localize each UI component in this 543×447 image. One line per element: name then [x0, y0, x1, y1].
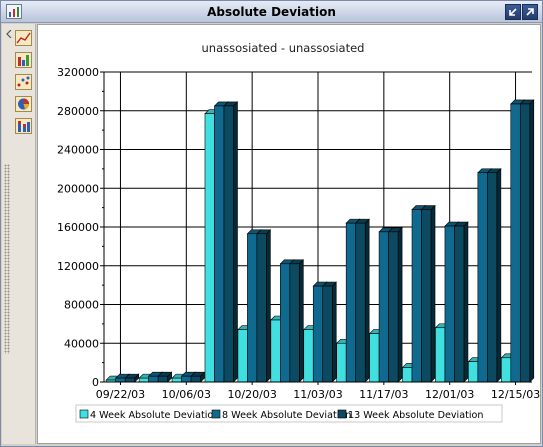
bar-2 — [444, 225, 455, 383]
y-tick-label: 280000 — [57, 105, 99, 118]
bar-1 — [303, 329, 314, 383]
bar-side — [496, 168, 502, 383]
scatter-chart-button[interactable] — [15, 74, 32, 90]
legend-label: 4 Week Absolute Deviation — [90, 410, 219, 421]
y-tick-label: 320000 — [57, 66, 99, 79]
bar-2 — [477, 172, 488, 383]
legend-label: 13 Week Absolute Deviation — [348, 410, 483, 421]
restore-button[interactable] — [505, 4, 521, 20]
bar-side — [299, 259, 304, 383]
bar-3 — [322, 285, 333, 383]
y-tick-label: 0 — [92, 376, 99, 389]
x-tick-label: 09/22/03 — [96, 388, 145, 401]
stacked-bar-chart-icon — [15, 118, 32, 134]
bar-3 — [157, 375, 168, 383]
bar-side — [233, 101, 238, 383]
maximize-arrow-icon — [526, 8, 534, 16]
legend-swatch — [337, 409, 347, 419]
bar-side — [266, 229, 271, 383]
legend-box — [75, 404, 503, 423]
legend-label: 8 Week Absolute Deviation — [222, 410, 351, 421]
bar-1 — [468, 361, 479, 383]
bar-2 — [345, 222, 356, 383]
bar-side — [529, 99, 535, 383]
bar-3 — [421, 209, 432, 383]
bar-side — [364, 218, 370, 383]
legend: 4 Week Absolute Deviation 8 Week Absolute… — [75, 404, 503, 423]
plot-panel: unassosiated - unassosiated 0 40000 80000 1… — [37, 24, 541, 444]
bar-3 — [487, 172, 498, 383]
bar-2 — [378, 231, 389, 383]
scatter-chart-icon — [15, 74, 32, 90]
bar-1 — [204, 113, 215, 383]
window-title: Absolute Deviation — [207, 5, 336, 19]
line-chart-icon — [15, 30, 32, 46]
pie-chart-icon — [15, 96, 32, 112]
bar-3 — [388, 231, 399, 383]
bar-2 — [214, 105, 225, 383]
bar-1 — [402, 367, 413, 383]
bar-2 — [181, 375, 192, 383]
bar-3 — [454, 225, 465, 383]
toolbar-grip[interactable] — [4, 164, 10, 354]
bar-1 — [336, 342, 347, 383]
stacked-bar-chart-button[interactable] — [15, 118, 32, 134]
pie-chart-button[interactable] — [15, 96, 32, 112]
bar-3 — [289, 263, 300, 383]
y-tick-label: 200000 — [57, 182, 99, 195]
bar-side — [331, 281, 337, 383]
axes: 0 40000 80000 120000 160000 200000 240000 28000… — [57, 66, 540, 401]
bar-side — [397, 227, 403, 383]
bar-2 — [280, 263, 291, 383]
x-tick-label: 11/03/03 — [293, 388, 342, 401]
x-tick-label: 12/15/03 — [491, 388, 540, 401]
x-tick-label: 12/01/03 — [425, 388, 474, 401]
bar-2 — [411, 209, 422, 383]
legend-swatch — [211, 409, 221, 419]
bar-side — [430, 204, 436, 383]
bar-1 — [237, 329, 248, 383]
bar-1 — [369, 333, 380, 383]
title-bar[interactable]: Absolute Deviation — [1, 1, 542, 23]
bar-3 — [223, 105, 234, 383]
bar-1 — [171, 377, 182, 383]
bar-chart-icon — [15, 52, 32, 68]
bar-2 — [312, 285, 324, 383]
bar-2 — [148, 375, 159, 383]
bar-3 — [519, 103, 531, 383]
bar-1 — [270, 319, 281, 383]
x-tick-label: 10/06/03 — [162, 388, 211, 401]
y-tick-label: 80000 — [64, 299, 99, 312]
maximize-button[interactable] — [522, 4, 538, 20]
line-chart-button[interactable] — [15, 30, 32, 46]
y-tick-label: 40000 — [64, 337, 99, 350]
bar-chart: unassosiated - unassosiated 0 40000 80000 1… — [57, 41, 540, 423]
bar-2 — [247, 233, 258, 383]
bar-1 — [435, 327, 446, 383]
chart-title: unassosiated - unassosiated — [202, 41, 365, 55]
bar-3 — [124, 377, 136, 383]
chart-type-toolbar — [2, 24, 36, 444]
y-tick-label: 240000 — [57, 144, 99, 157]
legend-swatch — [79, 409, 89, 419]
bar-1 — [138, 377, 149, 383]
bars — [105, 99, 535, 383]
bar-2 — [510, 103, 521, 383]
y-tick-label: 160000 — [57, 221, 99, 234]
restore-arrow-icon — [509, 8, 517, 16]
bar-side — [463, 221, 469, 383]
bar-3 — [256, 233, 267, 383]
x-tick-label: 11/17/03 — [359, 388, 408, 401]
bar-2 — [115, 377, 126, 383]
bar-chart-button[interactable] — [15, 52, 32, 68]
bar-3 — [190, 375, 201, 383]
chart-app-icon — [6, 4, 22, 19]
y-tick-label: 120000 — [57, 260, 99, 273]
x-tick-label: 10/20/03 — [227, 388, 276, 401]
chevron-left-icon[interactable] — [6, 30, 12, 38]
bar-1 — [500, 357, 512, 383]
bar-3 — [355, 222, 366, 383]
